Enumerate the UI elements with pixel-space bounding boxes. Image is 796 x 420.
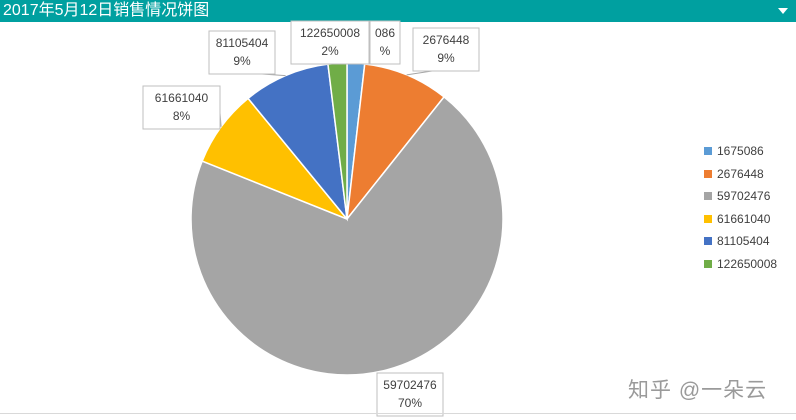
watermark: 知乎 @一朵云: [628, 379, 768, 402]
data-label-value: 086: [375, 26, 395, 40]
data-label: 81105404 9%: [208, 30, 276, 75]
chart-title: 2017年5月12日销售情况饼图: [3, 2, 210, 19]
data-label-value: 59702476: [383, 378, 437, 392]
legend-swatch: [704, 214, 712, 223]
data-label: 2676448 9%: [412, 27, 480, 72]
legend-label: 122650008: [717, 256, 778, 271]
legend-swatch: [704, 237, 712, 246]
legend-label: 59702476: [717, 189, 771, 204]
legend-swatch: [704, 192, 712, 201]
leader-line: [406, 70, 433, 76]
data-label: 59702476 70%: [376, 372, 444, 417]
data-label-value: 61661040: [155, 91, 209, 105]
data-label-value: 81105404: [216, 36, 269, 50]
data-label-percent: 70%: [398, 396, 422, 410]
legend-item: 122650008: [704, 253, 777, 276]
data-label-percent: 9%: [437, 51, 455, 65]
legend-label: 2676448: [717, 166, 764, 181]
data-label-box: [290, 20, 370, 65]
data-label-percent: 9%: [233, 54, 251, 68]
data-label: 086%: [369, 20, 401, 65]
data-label-percent: 8%: [173, 109, 191, 123]
chart-legend: 1675086 2676448 59702476 61661040 811054…: [704, 140, 777, 275]
data-label-box: [412, 27, 480, 72]
data-label-box: [208, 30, 276, 75]
chart-title-bar: 2017年5月12日销售情况饼图: [0, 0, 796, 22]
data-label-box: [142, 85, 221, 130]
legend-label: 81105404: [717, 234, 770, 249]
legend-swatch: [704, 147, 712, 156]
data-label: 122650008 2%: [290, 20, 370, 65]
data-label-value: 2676448: [423, 33, 470, 47]
legend-item: 81105404: [704, 230, 777, 253]
legend-item: 61661040: [704, 208, 777, 231]
legend-label: 1675086: [717, 144, 764, 159]
legend-swatch: [704, 169, 712, 178]
pie-slice[interactable]: [190, 95, 504, 376]
divider: [0, 413, 796, 414]
data-label-percent: %: [380, 44, 391, 58]
data-label-value: 122650008: [300, 26, 360, 40]
data-label-percent: 2%: [321, 44, 339, 58]
data-label-box: [376, 372, 444, 417]
legend-label: 61661040: [717, 211, 771, 226]
legend-item: 2676448: [704, 163, 777, 186]
data-label: 61661040 8%: [142, 85, 221, 130]
legend-item: 59702476: [704, 185, 777, 208]
legend-swatch: [704, 259, 712, 268]
data-label-box: [369, 20, 401, 65]
dropdown-arrow-icon[interactable]: [778, 8, 788, 14]
legend-item: 1675086: [704, 140, 777, 163]
